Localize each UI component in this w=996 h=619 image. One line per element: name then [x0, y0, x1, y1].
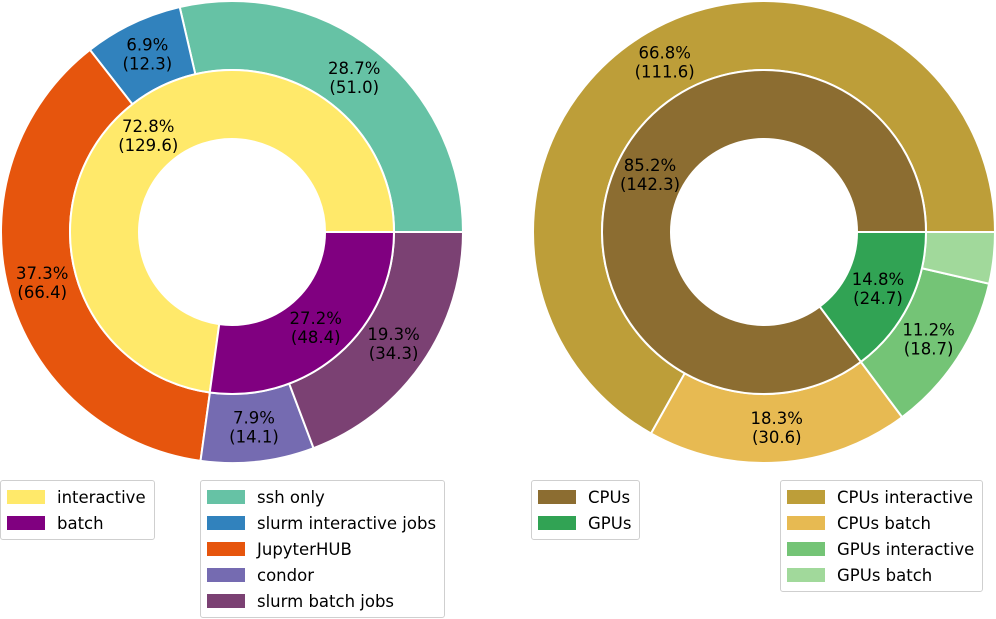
label-outer-0-ssh-only: 28.7% (51.0) — [328, 59, 380, 97]
label-outer-0-condor: 7.9% (14.1) — [229, 408, 279, 446]
legend-swatch — [787, 516, 825, 530]
legend-entry-gpus-interactive: GPUs interactive — [787, 536, 974, 562]
label-outer-1-cpus-batch: 18.3% (30.6) — [751, 409, 803, 447]
legend-swatch — [207, 594, 245, 608]
legend-usage-type: interactive batch — [0, 480, 155, 540]
label-outer-0-slurm-interactive-jobs: 6.9% (12.3) — [123, 36, 173, 74]
legend-swatch — [207, 542, 245, 556]
legend-entry-gpus-batch: GPUs batch — [787, 562, 974, 588]
legend-label: condor — [257, 565, 314, 585]
legend-entry-slurm-interactive-jobs: slurm interactive jobs — [207, 510, 436, 536]
legend-label: CPUs — [588, 487, 631, 507]
legend-swatch — [538, 516, 576, 530]
label-inner-0-interactive: 72.8% (129.6) — [118, 117, 178, 155]
label-outer-0-jupyterhub: 37.3% (66.4) — [16, 264, 68, 302]
wedge-inner-0-interactive — [69, 69, 396, 394]
legend-label: GPUs interactive — [837, 539, 975, 559]
legend-swatch — [787, 490, 825, 504]
legend-label: JupyterHUB — [257, 539, 352, 559]
legend-label: slurm batch jobs — [257, 591, 395, 611]
legend-label: GPUs — [588, 513, 632, 533]
legend-label: interactive — [57, 487, 146, 507]
legend-entry-jupyterhub: JupyterHUB — [207, 536, 436, 562]
legend-swatch — [7, 516, 45, 530]
legend-label: ssh only — [257, 487, 325, 507]
label-outer-1-gpus-interactive: 11.2% (18.7) — [902, 320, 954, 358]
legend-swatch — [7, 490, 45, 504]
legend-label: slurm interactive jobs — [257, 513, 437, 533]
legend-swatch — [538, 490, 576, 504]
legend-swatch — [207, 568, 245, 582]
wedge-inner-0-batch — [208, 231, 396, 395]
legend-entry-batch: batch — [7, 510, 146, 536]
label-inner-0-batch: 27.2% (48.4) — [290, 309, 342, 347]
label-outer-1-cpus-interactive: 66.8% (111.6) — [635, 43, 695, 81]
legend-swatch — [207, 516, 245, 530]
legend-entry-ssh-only: ssh only — [207, 484, 436, 510]
legend-entry-cpus-batch: CPUs batch — [787, 510, 974, 536]
wedge-inner-1-gpus — [818, 231, 928, 364]
legend-access-method: ssh only slurm interactive jobs JupyterHUB… — [200, 480, 446, 618]
label-inner-1-cpus: 85.2% (142.3) — [620, 156, 680, 194]
label-outer-0-slurm-batch-jobs: 19.3% (34.3) — [367, 325, 419, 363]
legend-entry-slurm-batch-jobs: slurm batch jobs — [207, 588, 436, 614]
legend-label: GPUs batch — [837, 565, 933, 585]
legend-swatch — [787, 568, 825, 582]
legend-resource-usage: CPUs interactive CPUs batch GPUs interacti… — [780, 480, 984, 592]
legend-resource-type: CPUs GPUs — [531, 480, 641, 540]
wedge-inner-1-cpus — [601, 69, 928, 395]
legend-entry-gpus: GPUs — [538, 510, 631, 536]
legend-swatch — [787, 542, 825, 556]
legend-entry-condor: condor — [207, 562, 436, 588]
legend-label: batch — [57, 513, 104, 533]
legend-entry-interactive: interactive — [7, 484, 146, 510]
legend-swatch — [207, 490, 245, 504]
legend-label: CPUs interactive — [837, 487, 973, 507]
legend-label: CPUs batch — [837, 513, 931, 533]
label-inner-1-gpus: 14.8% (24.7) — [852, 270, 904, 308]
legend-entry-cpus-interactive: CPUs interactive — [787, 484, 974, 510]
legend-entry-cpus: CPUs — [538, 484, 631, 510]
